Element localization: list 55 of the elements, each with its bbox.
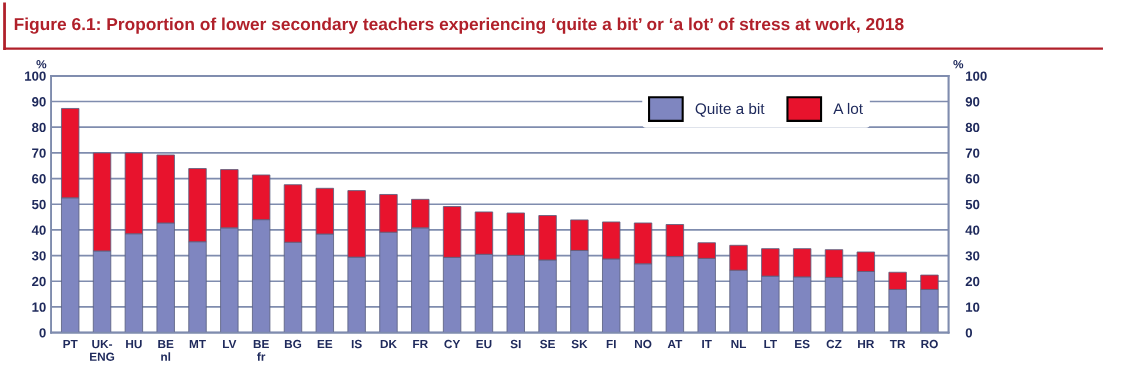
y2-tick-label: 70 [965,148,980,158]
x-tick-label: IT [702,339,712,349]
y-axis-title: % [36,60,47,69]
y-tick-label: 40 [31,225,46,235]
y-tick-label: 30 [31,251,46,261]
x-tick-label: HR [858,339,875,349]
y2-tick-label: 50 [965,199,980,210]
x-tick-label: RO [921,339,938,349]
x-tick-label: CZ [826,339,842,349]
legend-label: Quite a bit [695,102,765,117]
y-tick-label: 0 [39,328,46,338]
y-tick-label: 90 [32,97,46,107]
y2-axis-title: % [953,60,964,69]
y-tick-label: 80 [32,122,46,133]
x-tick-label: DK [380,339,397,349]
x-tick-label: SE [540,339,555,349]
x-tick-label: LV [223,339,237,349]
x-tick-label: BE nl [158,339,174,361]
y2-tick-label: 20 [965,276,980,287]
y2-tick-label: 100 [966,71,987,81]
x-tick-label: FI [606,339,616,349]
y2-tick-label: 90 [965,97,980,107]
y-tick-label: 10 [32,302,46,312]
x-tick-label: UK- ENG [90,339,115,361]
x-tick-label: EU [476,339,492,349]
x-tick-label: PT [63,339,78,349]
x-tick-label: BE fr [253,339,269,361]
x-tick-label: ES [795,339,810,349]
y2-tick-label: 30 [965,251,980,261]
x-tick-label: SI [510,339,521,349]
x-tick-label: NO [634,339,652,349]
x-tick-label: MT [189,339,206,349]
y2-tick-label: 0 [965,328,973,338]
y2-tick-label: 40 [965,225,980,235]
x-tick-label: FR [413,339,428,349]
y-tick-label: 70 [32,148,46,158]
y2-tick-label: 80 [965,122,980,133]
y2-tick-label: 10 [966,302,980,312]
y2-tick-label: 60 [965,174,980,184]
x-tick-label: BG [284,339,302,349]
x-tick-label: AT [667,339,683,349]
y-tick-label: 50 [31,199,46,210]
x-tick-label: EE [317,339,333,349]
x-tick-label: LT [764,339,777,349]
x-tick-label: HU [126,339,142,349]
x-tick-label: NL [731,339,747,349]
legend-label: A lot [833,102,863,115]
x-tick-label: TR [889,339,906,349]
y-tick-label: 60 [32,174,46,184]
x-tick-label: CY [444,339,461,349]
x-tick-label: IS [351,339,362,349]
y-tick-label: 100 [25,71,46,81]
y-tick-label: 20 [32,276,46,287]
x-tick-label: SK [571,339,588,349]
chart-title: Figure 6.1: Proportion of lower secondary teachers experiencing ‘quite a bit’ or ‘a lot’ of stress at work, 2018 [14,17,904,34]
